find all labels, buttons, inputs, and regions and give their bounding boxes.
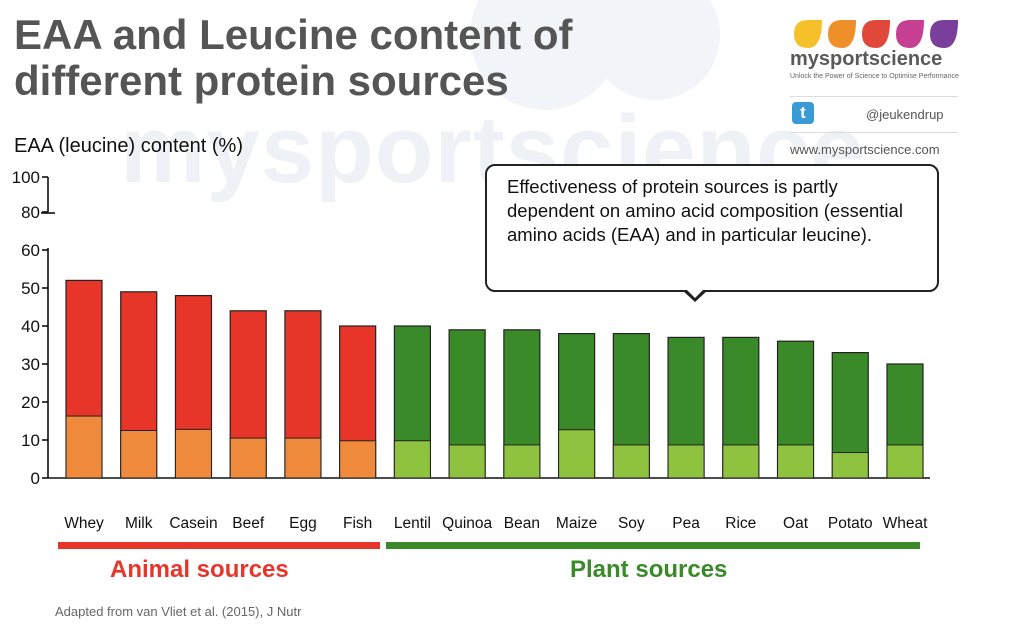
x-tick-label-pea: Pea [672, 515, 700, 532]
bar-leucine-rice [722, 444, 760, 479]
x-tick-label-fish: Fish [343, 515, 372, 532]
x-tick-label-lentil: Lentil [394, 515, 431, 532]
brand-leaf [828, 20, 856, 48]
x-tick-label-potato: Potato [828, 515, 873, 532]
footnote: Adapted from van Vliet et al. (2015), J … [55, 604, 302, 619]
bar-leucine-pea [667, 444, 705, 479]
plant-sources-bar [386, 542, 920, 549]
x-tick-label-casein: Casein [169, 515, 217, 532]
animal-sources-bar [58, 542, 380, 549]
bar-leucine-soy [612, 444, 650, 479]
bar-leucine-milk [120, 430, 158, 479]
watermark-circle [590, 0, 720, 100]
eaa-leucine-bar-chart: EAA (leucine) content (%) 0 10 20 30 40 50 60 80… [12, 135, 930, 532]
x-tick-label-maize: Maize [556, 515, 597, 532]
animal-sources-label: Animal sources [110, 556, 289, 583]
bar-leucine-bean [503, 444, 541, 479]
brand-leaf [794, 20, 822, 48]
x-tick-label-whey: Whey [64, 515, 104, 532]
twitter-icon[interactable]: t [792, 102, 814, 124]
callout-tail-inner [685, 288, 705, 298]
divider [790, 96, 958, 97]
y-tick-label: 100 [12, 168, 40, 187]
brand-leaf [930, 20, 958, 48]
y-tick-label: 80 [21, 203, 40, 222]
bar-leucine-wheat [886, 444, 924, 479]
title-line-2: different protein sources [14, 57, 509, 104]
bar-leucine-oat [777, 444, 815, 479]
website-link[interactable]: www.mysportscience.com [790, 142, 940, 157]
bar-leucine-maize [558, 429, 596, 479]
brand-leaf [896, 20, 924, 48]
brand-name: mysportscience [790, 48, 943, 70]
title-line-1: EAA and Leucine content of [14, 11, 573, 58]
brand-leaves-icon [794, 20, 958, 48]
y-tick-label: 0 [31, 469, 40, 488]
y-tick-label: 30 [21, 355, 40, 374]
bar-leucine-casein [174, 428, 212, 479]
divider [790, 132, 958, 133]
y-tick-label: 10 [21, 431, 40, 450]
y-tick-label: 60 [21, 241, 40, 260]
y-tick-label: 40 [21, 317, 40, 336]
brand-leaf [862, 20, 890, 48]
bar-leucine-quinoa [448, 444, 486, 479]
bar-leucine-fish [339, 440, 377, 479]
x-tick-label-soy: Soy [618, 515, 645, 532]
x-tick-label-egg: Egg [289, 515, 317, 532]
bar-leucine-lentil [393, 440, 431, 479]
x-tick-label-bean: Bean [504, 515, 540, 532]
y-tick-label: 20 [21, 393, 40, 412]
bar-leucine-egg [284, 437, 322, 479]
plant-sources-label: Plant sources [570, 556, 728, 583]
x-tick-label-rice: Rice [725, 515, 756, 532]
x-tick-label-quinoa: Quinoa [442, 515, 492, 532]
x-tick-label-wheat: Wheat [883, 515, 928, 532]
x-tick-label-beef: Beef [232, 515, 265, 532]
x-tick-label-milk: Milk [125, 515, 153, 532]
x-tick-label-oat: Oat [783, 515, 809, 532]
bar-leucine-whey [65, 415, 103, 479]
brand-tagline: Unlock the Power of Science to Optimise … [790, 73, 959, 80]
y-tick-label: 50 [21, 279, 40, 298]
bar-leucine-beef [229, 437, 267, 479]
y-axis-label: EAA (leucine) content (%) [14, 135, 243, 157]
callout-box: Effectiveness of protein sources is part… [485, 164, 939, 292]
twitter-handle[interactable]: @jeukendrup [866, 107, 944, 122]
page-title: EAA and Leucine content of different pro… [14, 12, 572, 104]
bar-leucine-potato [831, 452, 869, 479]
